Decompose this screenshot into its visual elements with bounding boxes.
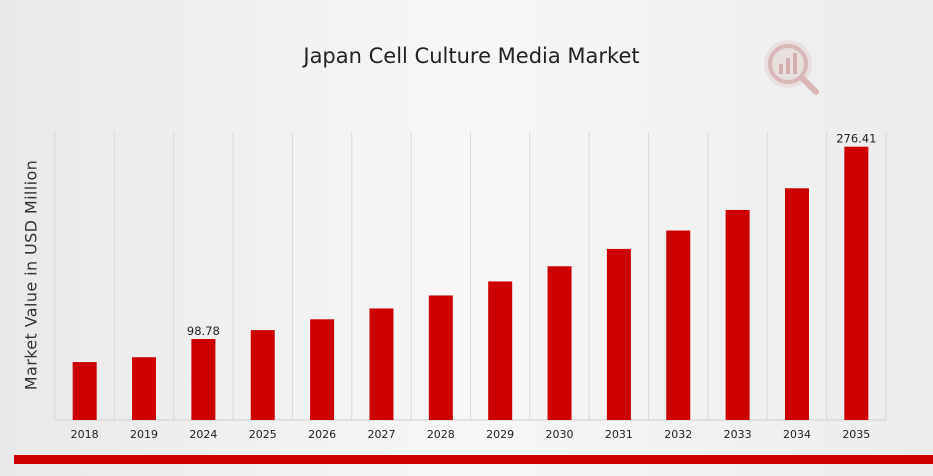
x-tick-label: 2028 [427, 428, 455, 441]
bar-2025 [250, 330, 275, 420]
bar-2031 [606, 248, 631, 420]
data-label: 276.41 [836, 132, 876, 146]
data-label: 98.78 [187, 324, 220, 338]
bar-2024 [191, 339, 216, 420]
x-tick-label: 2026 [308, 428, 336, 441]
x-tick-label: 2018 [71, 428, 99, 441]
x-tick-label: 2033 [724, 428, 752, 441]
bar-2033 [725, 209, 750, 420]
x-tick-label: 2035 [842, 428, 870, 441]
bar-2018 [72, 362, 97, 420]
bars [72, 146, 869, 420]
bar-2019 [132, 357, 157, 420]
bar-2029 [488, 281, 513, 420]
x-tick-label: 2024 [189, 428, 217, 441]
x-tick-labels: 2018 2019 2024 2025 2026 2027 2028 2029 2030 2031… [71, 428, 871, 441]
x-tick-label: 2027 [367, 428, 395, 441]
brand-logo-icon [764, 40, 819, 95]
x-tick-label: 2019 [130, 428, 158, 441]
bar-2027 [369, 308, 394, 420]
bar-2030 [547, 266, 572, 420]
x-tick-label: 2031 [605, 428, 633, 441]
bar-2026 [310, 319, 335, 420]
x-tick-label: 2030 [546, 428, 574, 441]
grid-lines [54, 132, 887, 420]
x-tick-label: 2032 [664, 428, 692, 441]
data-labels: 98.78 276.41 [187, 132, 877, 338]
bar-2034 [784, 188, 809, 420]
bar-2032 [666, 230, 691, 420]
bar-2028 [428, 295, 453, 420]
chart-title: Japan Cell Culture Media Market [303, 44, 640, 68]
x-tick-label: 2025 [249, 428, 277, 441]
bottom-accent-bar [14, 455, 933, 464]
x-tick-label: 2029 [486, 428, 514, 441]
bar-2035 [844, 146, 869, 420]
x-tick-label: 2034 [783, 428, 811, 441]
